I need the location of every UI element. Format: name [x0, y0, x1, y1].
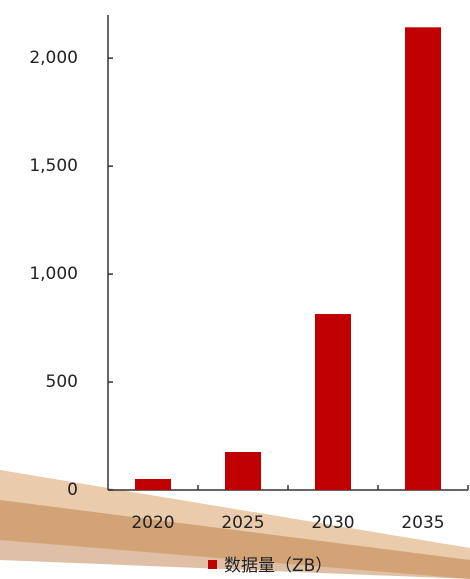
x-tick-label: 2035	[401, 513, 444, 533]
x-tick-label: 2020	[131, 513, 174, 533]
bar	[225, 452, 261, 490]
x-tick-label: 2030	[311, 513, 354, 533]
bar	[405, 27, 441, 490]
y-tick-label: 1,000	[29, 264, 78, 284]
legend-label: 数据量（ZB）	[224, 556, 332, 576]
y-tick-label: 1,500	[29, 156, 78, 176]
bar	[315, 314, 351, 490]
decoration	[0, 470, 470, 579]
legend-swatch	[208, 560, 217, 569]
y-tick-label: 2,000	[29, 48, 78, 68]
x-tick-label: 2025	[221, 513, 264, 533]
y-tick-label: 0	[67, 480, 78, 500]
decoration	[0, 500, 470, 579]
y-tick-label: 500	[46, 372, 78, 392]
bar	[135, 478, 171, 490]
